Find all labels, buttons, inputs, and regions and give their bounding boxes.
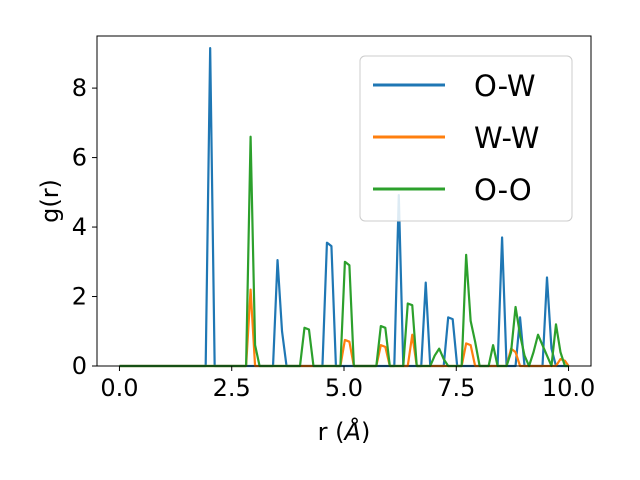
y-tick-label: 4 [72, 213, 87, 241]
x-tick-label: 10.0 [542, 374, 595, 402]
legend-label: O-W [474, 69, 536, 103]
x-axis-ticks: 0.0 2.5 5.0 7.5 10.0 [100, 366, 595, 402]
legend-label: W-W [474, 121, 539, 155]
y-tick-label: 8 [72, 74, 87, 102]
x-axis-label: r (Å) [318, 417, 371, 446]
x-tick-label: 7.5 [437, 374, 475, 402]
series-line-w-w [119, 288, 570, 368]
y-axis-ticks: 0 2 4 6 8 [72, 74, 97, 380]
legend: O-W W-W O-O [359, 55, 573, 222]
legend-box [359, 55, 573, 222]
y-tick-label: 2 [72, 283, 87, 311]
y-tick-label: 0 [72, 352, 87, 380]
y-axis-label: g(r) [36, 179, 64, 223]
y-tick-label: 6 [72, 144, 87, 172]
x-tick-label: 0.0 [100, 374, 138, 402]
x-tick-label: 5.0 [325, 374, 363, 402]
x-tick-label: 2.5 [213, 374, 251, 402]
legend-label: O-O [474, 173, 532, 207]
